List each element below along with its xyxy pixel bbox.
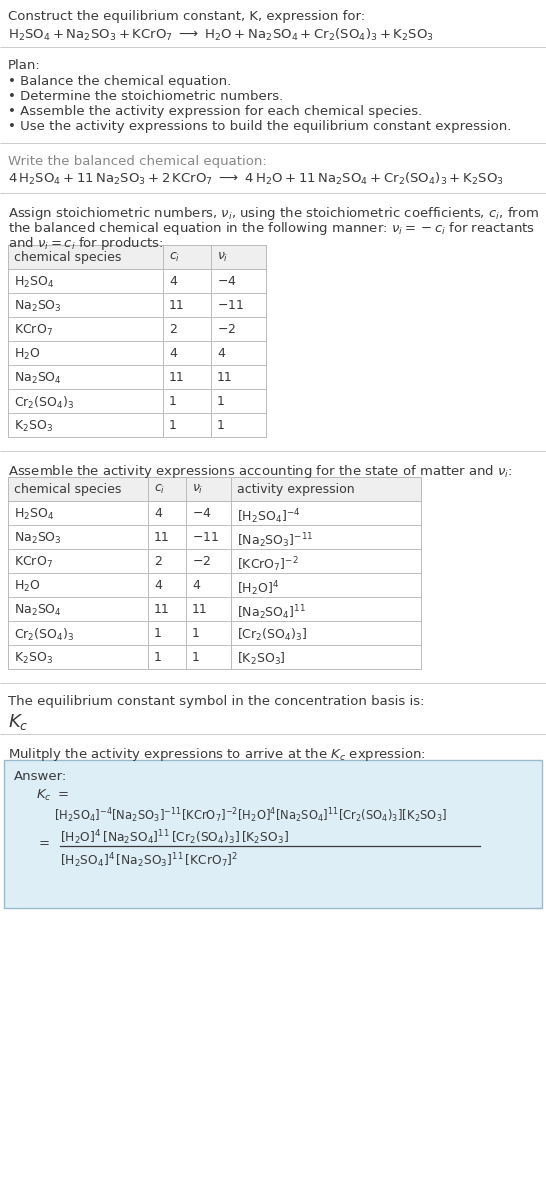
Text: 1: 1 — [169, 419, 177, 432]
Text: Construct the equilibrium constant, K, expression for:: Construct the equilibrium constant, K, e… — [8, 9, 365, 24]
Text: $-11$: $-11$ — [192, 531, 219, 544]
Text: $\mathrm{H_2SO_4}+\mathrm{Na_2SO_3}+\mathrm{KCrO_7}\ \longrightarrow\ \mathrm{H_: $\mathrm{H_2SO_4}+\mathrm{Na_2SO_3}+\mat… — [8, 27, 434, 44]
Text: $\mathrm{H_2SO_4}$: $\mathrm{H_2SO_4}$ — [14, 507, 54, 523]
Text: $[\mathrm{KCrO_7}]^{-2}$: $[\mathrm{KCrO_7}]^{-2}$ — [237, 556, 299, 573]
Text: $[\mathrm{H_2SO_4}]^{-4}[\mathrm{Na_2SO_3}]^{-11}[\mathrm{KCrO_7}]^{-2}[\mathrm{: $[\mathrm{H_2SO_4}]^{-4}[\mathrm{Na_2SO_… — [54, 806, 447, 825]
Text: $\mathrm{KCrO_7}$: $\mathrm{KCrO_7}$ — [14, 322, 53, 338]
Text: $[\mathrm{H_2O}]^4\,[\mathrm{Na_2SO_4}]^{11}\,[\mathrm{Cr_2(SO_4)_3}]\,[\mathrm{: $[\mathrm{H_2O}]^4\,[\mathrm{Na_2SO_4}]^… — [60, 827, 289, 846]
Text: Answer:: Answer: — [14, 770, 67, 783]
Text: $\mathrm{Cr_2(SO_4)_3}$: $\mathrm{Cr_2(SO_4)_3}$ — [14, 395, 74, 411]
Text: Plan:: Plan: — [8, 59, 41, 72]
Text: and $\nu_i = c_i$ for products:: and $\nu_i = c_i$ for products: — [8, 235, 164, 252]
Text: $-4$: $-4$ — [192, 507, 212, 520]
Text: $\mathrm{H_2O}$: $\mathrm{H_2O}$ — [14, 347, 40, 363]
Text: 1: 1 — [192, 627, 200, 640]
Text: 1: 1 — [192, 651, 200, 664]
Text: $\mathrm{KCrO_7}$: $\mathrm{KCrO_7}$ — [14, 556, 53, 570]
Text: 1: 1 — [169, 395, 177, 408]
Text: $-2$: $-2$ — [192, 556, 211, 568]
Text: 4: 4 — [154, 579, 162, 592]
Text: $4\,\mathrm{H_2SO_4}+11\,\mathrm{Na_2SO_3}+2\,\mathrm{KCrO_7}\ \longrightarrow\ : $4\,\mathrm{H_2SO_4}+11\,\mathrm{Na_2SO_… — [8, 171, 504, 187]
Bar — [8, 245, 266, 437]
Text: 1: 1 — [217, 395, 225, 408]
Bar — [8, 477, 421, 501]
Text: $[\mathrm{K_2SO_3}]$: $[\mathrm{K_2SO_3}]$ — [237, 651, 286, 667]
Text: 11: 11 — [192, 603, 207, 616]
Text: chemical species: chemical species — [14, 251, 121, 264]
Text: Mulitply the activity expressions to arrive at the $K_c$ expression:: Mulitply the activity expressions to arr… — [8, 746, 426, 763]
Text: • Balance the chemical equation.: • Balance the chemical equation. — [8, 75, 232, 88]
Text: 1: 1 — [217, 419, 225, 432]
Text: 2: 2 — [154, 556, 162, 568]
Text: $\mathrm{Cr_2(SO_4)_3}$: $\mathrm{Cr_2(SO_4)_3}$ — [14, 627, 74, 643]
Text: 11: 11 — [154, 603, 170, 616]
Text: 1: 1 — [154, 651, 162, 664]
Text: 4: 4 — [217, 347, 225, 360]
Text: $-4$: $-4$ — [217, 275, 237, 288]
Text: $\mathrm{K_2SO_3}$: $\mathrm{K_2SO_3}$ — [14, 651, 53, 666]
Text: $\mathrm{H_2O}$: $\mathrm{H_2O}$ — [14, 579, 40, 594]
Text: $[\mathrm{Na_2SO_4}]^{11}$: $[\mathrm{Na_2SO_4}]^{11}$ — [237, 603, 306, 621]
Text: 11: 11 — [154, 531, 170, 544]
Text: 11: 11 — [169, 299, 185, 312]
Text: $c_i$: $c_i$ — [154, 483, 165, 496]
Text: $c_i$: $c_i$ — [169, 251, 180, 264]
Text: 4: 4 — [169, 275, 177, 288]
Text: Assign stoichiometric numbers, $\nu_i$, using the stoichiometric coefficients, $: Assign stoichiometric numbers, $\nu_i$, … — [8, 205, 539, 222]
Text: $\mathrm{K_2SO_3}$: $\mathrm{K_2SO_3}$ — [14, 419, 53, 434]
Text: 11: 11 — [217, 371, 233, 384]
Text: 1: 1 — [154, 627, 162, 640]
Text: $K_c\ =$: $K_c\ =$ — [36, 787, 69, 803]
Bar — [8, 477, 421, 669]
Text: $\nu_i$: $\nu_i$ — [217, 251, 228, 264]
Text: $-11$: $-11$ — [217, 299, 244, 312]
Text: $K_c$: $K_c$ — [8, 712, 28, 732]
Text: • Assemble the activity expression for each chemical species.: • Assemble the activity expression for e… — [8, 105, 422, 118]
Text: $\mathrm{H_2SO_4}$: $\mathrm{H_2SO_4}$ — [14, 275, 54, 290]
Text: 4: 4 — [154, 507, 162, 520]
Text: $[\mathrm{H_2O}]^4$: $[\mathrm{H_2O}]^4$ — [237, 579, 279, 598]
Text: 11: 11 — [169, 371, 185, 384]
Text: Assemble the activity expressions accounting for the state of matter and $\nu_i$: Assemble the activity expressions accoun… — [8, 463, 513, 480]
Text: $\mathrm{Na_2SO_4}$: $\mathrm{Na_2SO_4}$ — [14, 603, 62, 618]
Text: the balanced chemical equation in the following manner: $\nu_i = -c_i$ for react: the balanced chemical equation in the fo… — [8, 220, 535, 237]
Text: chemical species: chemical species — [14, 483, 121, 496]
Text: $\nu_i$: $\nu_i$ — [192, 483, 203, 496]
Text: 2: 2 — [169, 322, 177, 335]
Text: 4: 4 — [192, 579, 200, 592]
Text: $\mathrm{Na_2SO_3}$: $\mathrm{Na_2SO_3}$ — [14, 299, 62, 314]
Bar — [8, 245, 266, 270]
Text: • Determine the stoichiometric numbers.: • Determine the stoichiometric numbers. — [8, 89, 283, 104]
Text: The equilibrium constant symbol in the concentration basis is:: The equilibrium constant symbol in the c… — [8, 694, 424, 709]
Text: $[\mathrm{Cr_2(SO_4)_3}]$: $[\mathrm{Cr_2(SO_4)_3}]$ — [237, 627, 307, 643]
Text: 4: 4 — [169, 347, 177, 360]
Text: $\mathrm{Na_2SO_3}$: $\mathrm{Na_2SO_3}$ — [14, 531, 62, 546]
Text: • Use the activity expressions to build the equilibrium constant expression.: • Use the activity expressions to build … — [8, 120, 512, 133]
Bar — [4, 760, 542, 907]
Text: $=$: $=$ — [36, 836, 50, 849]
Text: $-2$: $-2$ — [217, 322, 236, 335]
Text: $[\mathrm{H_2SO_4}]^4\,[\mathrm{Na_2SO_3}]^{11}\,[\mathrm{KCrO_7}]^2$: $[\mathrm{H_2SO_4}]^4\,[\mathrm{Na_2SO_3… — [60, 851, 238, 870]
Text: $[\mathrm{H_2SO_4}]^{-4}$: $[\mathrm{H_2SO_4}]^{-4}$ — [237, 507, 300, 526]
Text: Write the balanced chemical equation:: Write the balanced chemical equation: — [8, 155, 267, 168]
Text: $[\mathrm{Na_2SO_3}]^{-11}$: $[\mathrm{Na_2SO_3}]^{-11}$ — [237, 531, 313, 550]
Text: activity expression: activity expression — [237, 483, 354, 496]
Text: $\mathrm{Na_2SO_4}$: $\mathrm{Na_2SO_4}$ — [14, 371, 62, 386]
